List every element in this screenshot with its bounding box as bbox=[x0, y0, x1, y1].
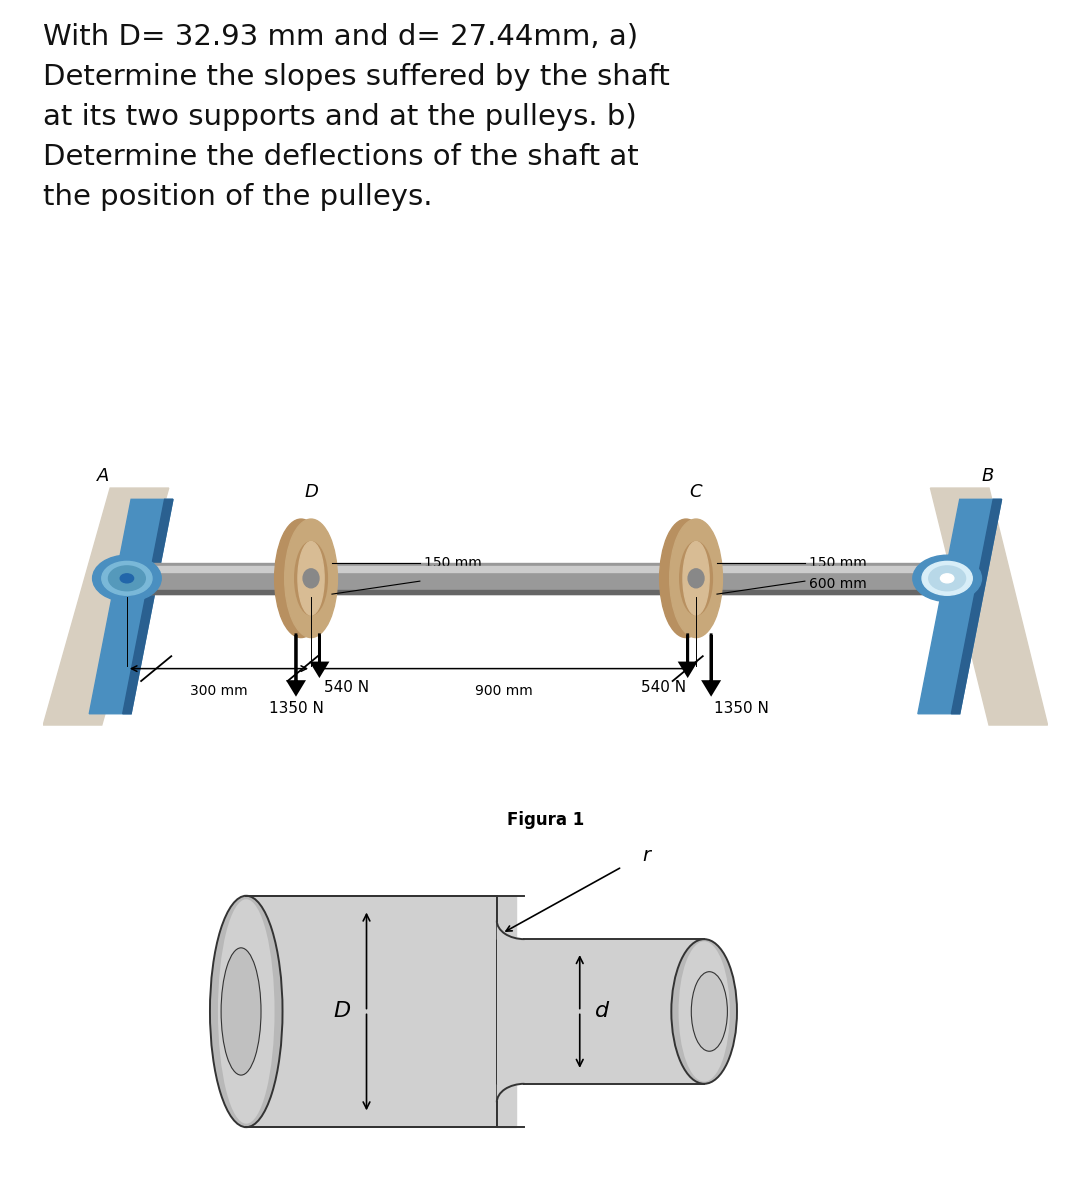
Ellipse shape bbox=[285, 519, 337, 638]
Text: B: B bbox=[981, 467, 994, 485]
Circle shape bbox=[941, 573, 954, 583]
Text: C: C bbox=[690, 484, 702, 502]
Bar bbox=[127, 563, 947, 594]
Text: D: D bbox=[334, 1002, 351, 1021]
Ellipse shape bbox=[691, 972, 728, 1051]
Text: 540 N: 540 N bbox=[640, 680, 686, 695]
Circle shape bbox=[93, 555, 161, 601]
Bar bbox=[246, 895, 497, 1128]
Ellipse shape bbox=[303, 569, 319, 588]
Text: 1350 N: 1350 N bbox=[715, 700, 769, 716]
Text: D: D bbox=[305, 484, 318, 502]
Bar bbox=[497, 940, 704, 1083]
Ellipse shape bbox=[221, 948, 261, 1075]
Ellipse shape bbox=[688, 569, 704, 588]
Polygon shape bbox=[951, 499, 1001, 713]
Circle shape bbox=[922, 561, 972, 595]
Ellipse shape bbox=[679, 541, 713, 615]
Bar bbox=[497, 1083, 516, 1128]
Text: 600 mm: 600 mm bbox=[809, 577, 867, 591]
Text: 540 N: 540 N bbox=[324, 680, 368, 695]
Circle shape bbox=[102, 561, 152, 595]
Circle shape bbox=[120, 573, 134, 583]
Ellipse shape bbox=[210, 895, 283, 1128]
Circle shape bbox=[913, 555, 982, 601]
Text: Figura 1: Figura 1 bbox=[507, 812, 584, 830]
Ellipse shape bbox=[218, 899, 274, 1124]
Text: A: A bbox=[97, 467, 110, 485]
Circle shape bbox=[108, 566, 146, 591]
Polygon shape bbox=[90, 499, 173, 713]
FancyArrow shape bbox=[312, 634, 327, 675]
Ellipse shape bbox=[298, 541, 324, 615]
Text: d: d bbox=[595, 1002, 609, 1021]
Text: 900 mm: 900 mm bbox=[475, 685, 532, 698]
Ellipse shape bbox=[295, 541, 327, 615]
Polygon shape bbox=[123, 499, 173, 713]
Bar bbox=[497, 895, 516, 940]
Text: r: r bbox=[642, 846, 650, 864]
Bar bbox=[127, 590, 947, 594]
Circle shape bbox=[929, 566, 966, 591]
Text: 300 mm: 300 mm bbox=[190, 685, 247, 698]
FancyArrow shape bbox=[703, 634, 718, 694]
Polygon shape bbox=[43, 488, 168, 725]
Polygon shape bbox=[918, 499, 1001, 713]
Ellipse shape bbox=[274, 519, 327, 638]
Ellipse shape bbox=[678, 941, 730, 1082]
Ellipse shape bbox=[660, 519, 713, 638]
Text: 150 mm: 150 mm bbox=[809, 555, 867, 570]
FancyArrow shape bbox=[288, 634, 303, 694]
Bar bbox=[127, 566, 947, 572]
FancyArrow shape bbox=[680, 634, 696, 675]
Polygon shape bbox=[931, 488, 1048, 725]
Ellipse shape bbox=[683, 541, 710, 615]
Text: With D= 32.93 mm and d= 27.44mm, a)
Determine the slopes suffered by the shaft
a: With D= 32.93 mm and d= 27.44mm, a) Dete… bbox=[43, 23, 670, 211]
Text: 150 mm: 150 mm bbox=[424, 555, 482, 570]
Ellipse shape bbox=[670, 519, 723, 638]
Text: 1350 N: 1350 N bbox=[269, 700, 323, 716]
Ellipse shape bbox=[672, 940, 737, 1083]
